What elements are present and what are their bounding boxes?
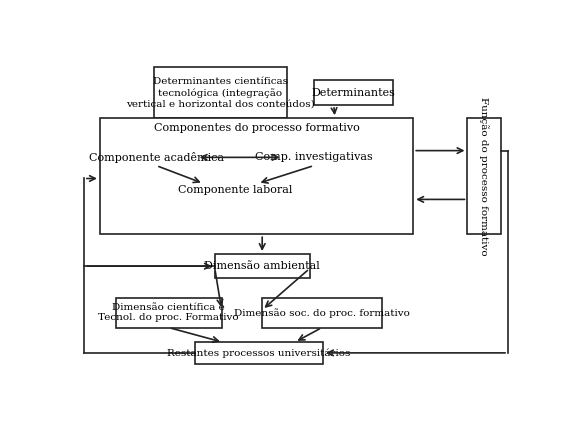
Text: Componente laboral: Componente laboral	[178, 185, 292, 195]
FancyBboxPatch shape	[194, 342, 323, 363]
Text: Componente acadêmica: Componente acadêmica	[88, 152, 223, 163]
FancyBboxPatch shape	[314, 80, 393, 105]
Text: Determinantes: Determinantes	[311, 88, 395, 98]
Text: Dimensão ambiental: Dimensão ambiental	[204, 261, 320, 271]
FancyBboxPatch shape	[116, 298, 222, 328]
Text: Dimensão científica e
Tecnol. do proc. Formativo: Dimensão científica e Tecnol. do proc. F…	[98, 303, 239, 323]
Text: Função do processo formativo: Função do processo formativo	[480, 97, 489, 255]
FancyBboxPatch shape	[467, 118, 501, 234]
Text: Restantes processos universitários: Restantes processos universitários	[167, 348, 350, 358]
Text: Comp. investigativas: Comp. investigativas	[255, 152, 373, 162]
Text: Dimensão soc. do proc. formativo: Dimensão soc. do proc. formativo	[234, 308, 410, 318]
Text: Determinantes científicas
tecnológica (integração
vertical e horizontal dos cont: Determinantes científicas tecnológica (i…	[126, 77, 315, 108]
FancyBboxPatch shape	[100, 118, 413, 234]
FancyBboxPatch shape	[154, 67, 287, 118]
Text: Componentes do processo formativo: Componentes do processo formativo	[154, 122, 360, 133]
FancyBboxPatch shape	[215, 254, 310, 278]
FancyBboxPatch shape	[262, 298, 382, 328]
